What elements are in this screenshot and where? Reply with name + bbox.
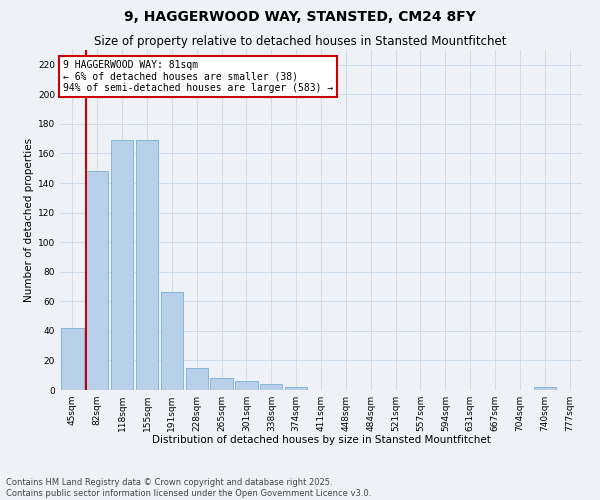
Bar: [185, 368, 208, 390]
Bar: [285, 387, 307, 390]
Text: Size of property relative to detached houses in Stansted Mountfitchet: Size of property relative to detached ho…: [94, 35, 506, 48]
Bar: [260, 384, 283, 390]
Text: 9, HAGGERWOOD WAY, STANSTED, CM24 8FY: 9, HAGGERWOOD WAY, STANSTED, CM24 8FY: [124, 10, 476, 24]
Bar: [211, 378, 233, 390]
Bar: [136, 140, 158, 390]
Text: Contains HM Land Registry data © Crown copyright and database right 2025.
Contai: Contains HM Land Registry data © Crown c…: [6, 478, 371, 498]
Bar: [161, 292, 183, 390]
X-axis label: Distribution of detached houses by size in Stansted Mountfitchet: Distribution of detached houses by size …: [152, 436, 490, 446]
Text: 9 HAGGERWOOD WAY: 81sqm
← 6% of detached houses are smaller (38)
94% of semi-det: 9 HAGGERWOOD WAY: 81sqm ← 6% of detached…: [62, 60, 333, 94]
Bar: [61, 328, 83, 390]
Bar: [111, 140, 133, 390]
Y-axis label: Number of detached properties: Number of detached properties: [24, 138, 34, 302]
Bar: [533, 387, 556, 390]
Bar: [235, 381, 257, 390]
Bar: [86, 171, 109, 390]
